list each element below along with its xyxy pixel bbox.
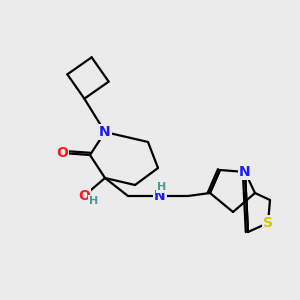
Text: S: S	[263, 216, 273, 230]
Text: H: H	[158, 182, 166, 192]
Text: O: O	[78, 189, 90, 203]
Text: N: N	[99, 125, 111, 139]
Text: O: O	[56, 146, 68, 160]
Text: N: N	[154, 189, 166, 203]
Text: H: H	[89, 196, 99, 206]
Text: N: N	[239, 165, 251, 179]
